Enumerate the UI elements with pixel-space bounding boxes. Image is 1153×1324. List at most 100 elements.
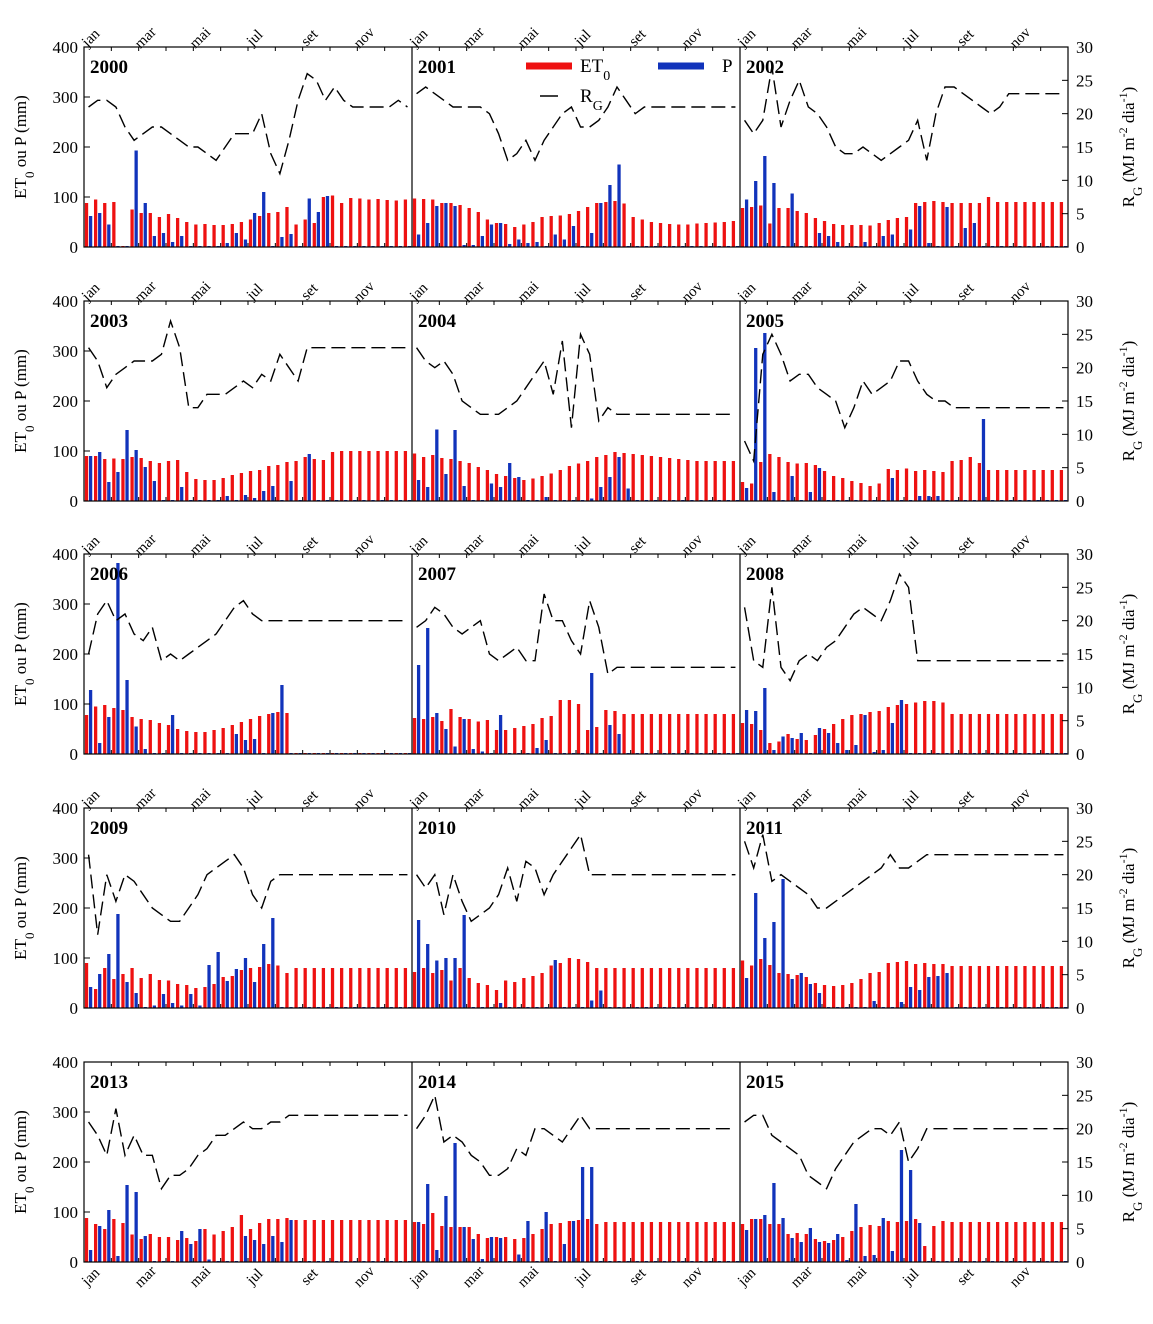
bar-et0 [850, 1231, 854, 1262]
month-tick-label: nov [679, 24, 707, 52]
bar-p [498, 1003, 503, 1008]
bar-et0 [339, 1220, 344, 1262]
bar-p [553, 960, 557, 1008]
bar-et0 [540, 1229, 544, 1262]
bar-p [608, 185, 612, 247]
bar-et0 [549, 1224, 553, 1262]
month-tick-label: mai [515, 25, 542, 52]
right-tick-label: 15 [1076, 645, 1093, 664]
year-label: 2011 [746, 818, 783, 839]
bar-et0 [968, 203, 972, 247]
left-tick-label: 100 [53, 1203, 79, 1222]
bar-p [426, 944, 430, 1008]
right-tick-label: 30 [1076, 1053, 1093, 1072]
month-tick-label: set [954, 1265, 978, 1289]
bar-et0 [276, 1219, 280, 1262]
bar-et0 [403, 968, 408, 1008]
bar-p [280, 1242, 284, 1262]
bar-et0 [130, 717, 134, 754]
bar-p [116, 472, 120, 501]
bar-et0 [403, 1220, 408, 1262]
bar-p [134, 450, 138, 501]
bar-et0 [640, 455, 644, 501]
right-axis-sup2: -1 [1116, 1107, 1130, 1117]
bar-et0 [977, 966, 982, 1008]
right-axis-rest: (MJ m [1119, 898, 1138, 947]
bar-et0 [239, 473, 244, 501]
bar-et0 [440, 721, 444, 754]
bar-p [772, 750, 776, 754]
bar-et0 [695, 714, 699, 754]
bar-p [562, 239, 567, 247]
right-axis-sub: G [1130, 948, 1145, 957]
bar-et0 [649, 714, 654, 754]
bar-p [590, 1000, 594, 1008]
bar-p [180, 1231, 184, 1262]
bar-et0 [230, 976, 234, 1008]
right-tick-label: 20 [1076, 359, 1093, 378]
bar-et0 [376, 451, 380, 501]
bar-p [152, 481, 157, 501]
bar-et0 [558, 215, 562, 247]
bar-p [435, 206, 439, 247]
right-tick-label: 25 [1076, 1086, 1093, 1105]
month-tick-label: mar [460, 24, 488, 52]
bar-p [170, 715, 175, 754]
month-tick-label: mai [187, 1264, 214, 1291]
bar-et0 [549, 473, 553, 501]
bar-p [945, 973, 949, 1008]
bar-et0 [622, 968, 626, 1008]
bar-et0 [585, 730, 590, 754]
month-tick-label: jan [734, 1265, 759, 1290]
bar-p [817, 233, 822, 247]
bar-et0 [421, 457, 426, 501]
right-axis-rest: (MJ m [1119, 137, 1138, 186]
bar-et0 [995, 714, 1000, 754]
bar-et0 [139, 213, 143, 247]
bar-et0 [740, 208, 745, 247]
right-tick-label: 25 [1076, 325, 1093, 344]
right-tick-label: 20 [1076, 866, 1093, 885]
bar-p [881, 750, 885, 754]
right-tick-label: 10 [1076, 171, 1093, 190]
month-tick-label: mai [515, 1264, 542, 1291]
bar-et0 [904, 1221, 909, 1262]
bar-p [125, 680, 129, 754]
bar-et0 [358, 451, 362, 501]
right-axis-rest2: dia [1119, 1117, 1138, 1142]
bar-p [836, 242, 840, 247]
bar-p [325, 196, 330, 247]
bar-p [817, 1242, 822, 1262]
bar-et0 [431, 199, 435, 247]
line-rg [87, 1108, 408, 1191]
line-rg [743, 572, 1064, 683]
bar-et0 [276, 212, 280, 247]
bar-et0 [476, 983, 480, 1008]
bar-p [189, 1244, 193, 1262]
bar-et0 [294, 968, 298, 1008]
bar-et0 [385, 451, 389, 501]
bar-et0 [795, 463, 799, 501]
bar-et0 [1014, 202, 1018, 247]
right-axis-sub: G [1130, 441, 1145, 450]
bar-et0 [157, 463, 162, 501]
bar-et0 [221, 1231, 225, 1262]
left-tick-label: 0 [70, 492, 79, 511]
bar-p [462, 486, 466, 501]
bar-et0 [986, 197, 991, 247]
bar-et0 [84, 963, 89, 1008]
month-tick-label: nov [351, 278, 379, 306]
year-label: 2005 [746, 311, 784, 332]
bar-et0 [886, 469, 890, 501]
bar-et0 [522, 1238, 526, 1262]
month-tick-label: jul [571, 1266, 594, 1289]
bar-et0 [959, 460, 963, 501]
bar-p [836, 743, 840, 754]
bar-p [799, 1242, 803, 1262]
bar-p [599, 990, 603, 1008]
bar-et0 [795, 1233, 799, 1262]
bar-p [881, 236, 885, 247]
bar-et0 [431, 1213, 435, 1262]
bar-et0 [950, 714, 954, 754]
bar-et0 [968, 1222, 972, 1262]
